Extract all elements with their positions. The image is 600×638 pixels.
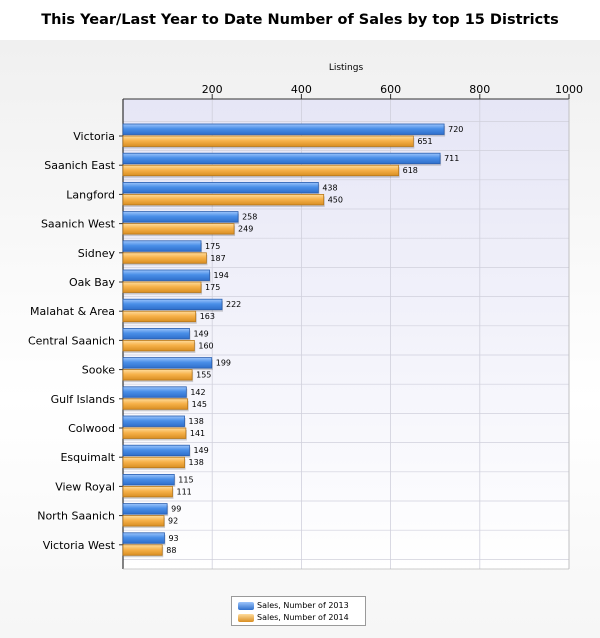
category-label: Oak Bay: [69, 276, 116, 289]
data-label: 138: [189, 417, 204, 426]
category-label: North Saanich: [37, 510, 115, 523]
chart-legend: Sales, Number of 2013 Sales, Number of 2…: [231, 596, 366, 626]
legend-item-2013: Sales, Number of 2013: [238, 600, 349, 611]
legend-label-2013: Sales, Number of 2013: [257, 601, 349, 610]
bar-2014: [122, 515, 165, 527]
data-label: 711: [444, 154, 459, 163]
bar-2014: [122, 485, 173, 498]
category-label: Victoria: [73, 130, 115, 143]
x-tick-label: 400: [291, 83, 312, 96]
bar-2014: [122, 281, 202, 293]
data-label: 93: [168, 534, 178, 543]
bar-2013: [122, 298, 223, 311]
legend-item-2014: Sales, Number of 2014: [238, 612, 349, 623]
x-tick-label: 1000: [555, 83, 583, 96]
bar-2013: [122, 415, 185, 427]
bar-2014: [122, 427, 187, 439]
data-label: 111: [177, 487, 192, 496]
data-label: 145: [192, 400, 207, 409]
data-label: 163: [200, 312, 215, 321]
data-label: 258: [242, 213, 257, 222]
x-tick-label: 200: [202, 83, 223, 96]
bar-2013: [122, 152, 441, 165]
legend-label-2014: Sales, Number of 2014: [257, 613, 349, 622]
bar-2013: [122, 327, 190, 340]
bar-2014: [122, 135, 414, 147]
data-label: 199: [216, 359, 231, 368]
data-label: 160: [198, 341, 213, 350]
bar-2014: [122, 252, 207, 264]
x-tick-label: 600: [380, 83, 401, 96]
category-label: Colwood: [68, 422, 115, 435]
data-label: 438: [322, 183, 337, 192]
bar-2013: [122, 181, 319, 194]
plot-area: [123, 99, 569, 569]
data-label: 720: [448, 125, 463, 134]
data-label: 141: [190, 429, 205, 438]
category-label: Sooke: [82, 364, 115, 377]
legend-swatch-2014: [238, 613, 254, 622]
data-label: 618: [403, 166, 418, 175]
bar-2013: [122, 444, 190, 457]
data-label: 88: [166, 546, 176, 555]
data-label: 115: [178, 475, 193, 484]
bar-2013: [122, 123, 445, 135]
bar-2013: [122, 532, 165, 544]
category-label: Sidney: [78, 247, 116, 260]
category-label: Victoria West: [43, 539, 116, 552]
legend-swatch-2013: [238, 601, 254, 610]
bar-2014: [122, 193, 325, 206]
category-label: Saanich West: [41, 218, 116, 231]
bar-2013: [122, 240, 202, 252]
x-axis-title: Listings: [328, 63, 364, 73]
bar-2014: [122, 164, 400, 177]
bar-2013: [122, 211, 239, 223]
bar-2014: [122, 398, 189, 410]
bar-2014: [122, 223, 235, 235]
category-label: Central Saanich: [28, 334, 115, 347]
bar-2013: [122, 503, 168, 515]
data-label: 149: [193, 446, 208, 455]
data-label: 194: [214, 271, 229, 280]
bar-2013: [122, 269, 210, 281]
bar-2014: [122, 339, 195, 352]
data-label: 249: [238, 225, 253, 234]
data-label: 92: [168, 517, 178, 526]
data-label: 99: [171, 505, 181, 514]
data-label: 175: [205, 242, 220, 251]
data-label: 651: [417, 137, 432, 146]
data-label: 138: [189, 458, 204, 467]
bar-2013: [122, 357, 213, 369]
category-label: Langford: [66, 188, 115, 201]
bar-2014: [122, 456, 185, 469]
data-label: 187: [210, 254, 225, 263]
bar-2014: [122, 310, 197, 323]
data-label: 155: [196, 371, 211, 380]
category-label: Esquimalt: [60, 451, 115, 464]
data-label: 142: [190, 388, 205, 397]
data-label: 175: [205, 283, 220, 292]
bar-2014: [122, 544, 163, 556]
data-label: 450: [328, 195, 343, 204]
data-label: 222: [226, 300, 241, 309]
chart-title: This Year/Last Year to Date Number of Sa…: [41, 12, 559, 28]
category-label: Saanich East: [44, 159, 115, 172]
bar-2013: [122, 473, 175, 486]
bar-2013: [122, 386, 187, 398]
category-label: View Royal: [55, 480, 115, 493]
bar-2014: [122, 369, 193, 381]
category-label: Gulf Islands: [51, 393, 116, 406]
x-tick-label: 800: [469, 83, 490, 96]
data-label: 149: [193, 329, 208, 338]
category-label: Malahat & Area: [30, 305, 115, 318]
